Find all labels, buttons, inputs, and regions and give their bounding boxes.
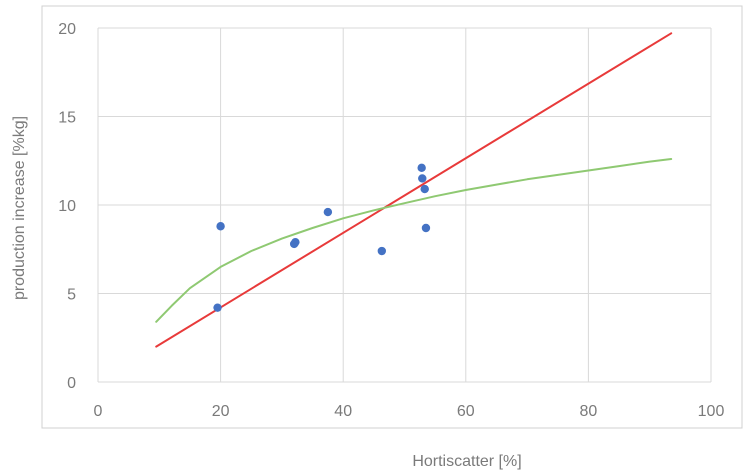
y-tick-label: 5 <box>67 287 76 304</box>
y-axis-ticks: 0 5 10 15 20 <box>58 21 76 392</box>
x-tick-label: 40 <box>334 403 352 420</box>
x-tick-label: 20 <box>212 403 230 420</box>
chart-frame <box>41 5 743 429</box>
x-tick-label: 60 <box>457 403 475 420</box>
scatter-point <box>418 174 427 183</box>
grid-lines <box>97 27 712 383</box>
y-tick-label: 15 <box>58 110 76 127</box>
scatter-point <box>421 223 431 233</box>
fit-lines <box>155 32 673 348</box>
scatter-point <box>323 207 333 217</box>
scatter-point <box>216 222 225 231</box>
scatter-point <box>377 246 387 256</box>
x-tick-label: 0 <box>94 403 103 420</box>
linear-fit-line <box>155 32 673 348</box>
scatter-point <box>291 237 300 247</box>
y-tick-label: 10 <box>58 198 76 215</box>
data-points <box>213 163 431 312</box>
x-axis-ticks: 0 20 40 60 80 100 <box>94 403 725 420</box>
y-tick-label: 0 <box>67 375 76 392</box>
y-axis-label: production increase [%kg] <box>11 116 28 300</box>
y-tick-label: 20 <box>58 21 76 38</box>
x-axis-label: Hortiscatter [%] <box>412 453 521 470</box>
curve-fit-line <box>155 158 673 323</box>
x-tick-label: 80 <box>580 403 598 420</box>
x-tick-label: 100 <box>698 403 725 420</box>
scatter-point <box>213 303 222 312</box>
scatter-point <box>417 163 426 173</box>
scatter-point <box>420 184 429 194</box>
